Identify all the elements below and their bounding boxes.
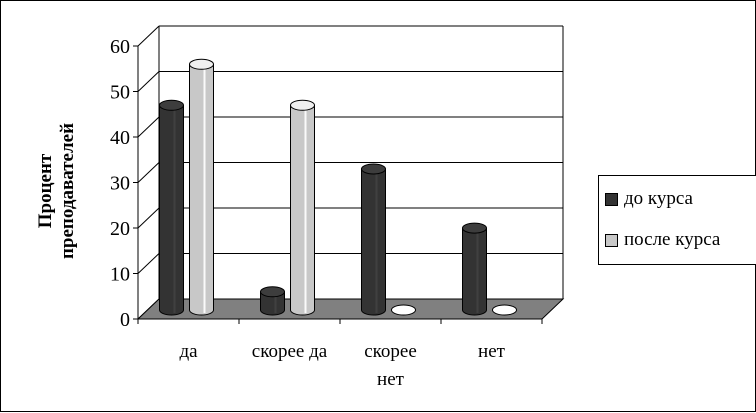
gridline-side: [137, 116, 160, 138]
gridline-side: [137, 162, 160, 183]
y-tick-label: 20: [110, 218, 130, 240]
bar-top: [260, 286, 285, 298]
bar-top: [189, 58, 214, 70]
gridline-side: [137, 207, 160, 229]
y-axis-title: Процент: [35, 153, 56, 228]
bar-top: [462, 222, 487, 234]
bar-cylinder: [290, 104, 315, 316]
x-category-label: скорее да: [252, 341, 328, 362]
x-category-label: скорее: [364, 341, 417, 362]
x-category-label: да: [179, 341, 198, 362]
legend-label-before: до курса: [624, 188, 693, 209]
y-axis-title: преподавателей: [57, 123, 78, 259]
legend-swatch-after: [605, 233, 618, 247]
bar-top: [361, 163, 386, 175]
bar-top: [290, 99, 315, 111]
y-tick-label: 40: [110, 127, 130, 149]
x-category-label: нет: [377, 369, 405, 390]
bar-top: [159, 99, 184, 111]
bar-cylinder: [361, 168, 386, 316]
y-tick-label: 10: [110, 264, 130, 286]
gridline-side: [137, 71, 160, 92]
bar-top: [391, 304, 416, 316]
y-tick-label: 0: [120, 309, 130, 331]
bar-cylinder: [189, 63, 214, 316]
bar-cylinder: [260, 291, 285, 316]
gridline-side: [137, 253, 160, 274]
legend-swatch-before: [605, 192, 618, 206]
legend-label-after: после курса: [624, 229, 721, 250]
bar-cylinder: [159, 104, 184, 316]
x-category-label: нет: [478, 341, 506, 362]
legend-item-after: после курса: [605, 229, 721, 250]
gridline-side: [137, 25, 160, 47]
bar-cylinder: [462, 227, 487, 316]
legend-item-before: до курса: [605, 188, 693, 209]
y-tick-label: 60: [110, 36, 130, 58]
y-tick-label: 50: [110, 82, 130, 104]
legend: до курса после курса: [598, 175, 756, 265]
y-tick-label: 30: [110, 173, 130, 195]
bar-top: [492, 304, 517, 316]
